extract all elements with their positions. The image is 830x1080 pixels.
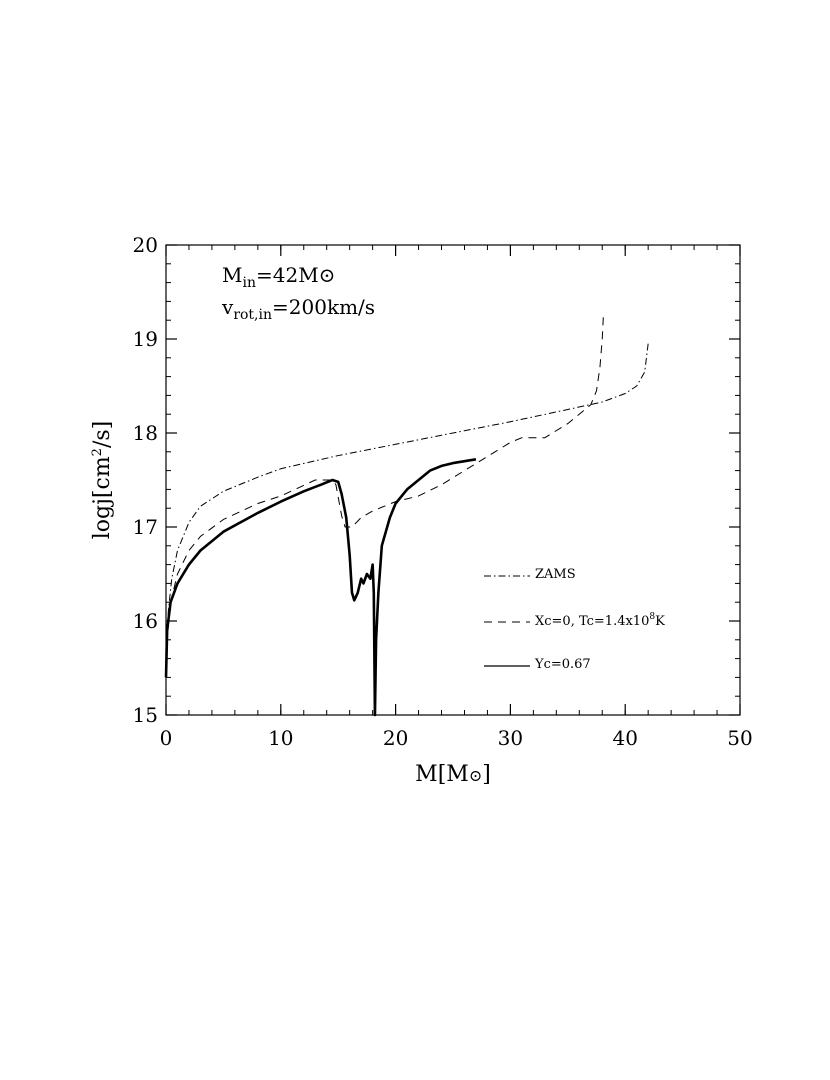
x-axis-label-close: ] (482, 762, 491, 787)
x-tick-label: 0 (160, 726, 173, 750)
y-tick-label: 20 (133, 233, 158, 257)
annotation-initial-mass-rest: =42M (256, 263, 319, 287)
y-tick-label: 19 (133, 327, 158, 351)
legend-label-yc: Yc=0.67 (534, 657, 591, 672)
y-tick-label: 16 (133, 609, 158, 633)
annotation-initial-mass: Min=42M⊙ (222, 263, 335, 291)
legend-label-xc0: Xc=0, Tc=1.4x108K (535, 612, 665, 629)
series-line-xc0 (165, 315, 604, 659)
annotation-rotation-main: v (221, 295, 234, 319)
x-axis-label-main: M[M (415, 762, 469, 787)
series-line-yc067 (164, 458, 477, 717)
y-axis-label: logj[cm2/s] (90, 421, 115, 540)
x-tick-label: 50 (727, 726, 752, 750)
annotation-initial-mass-sym: ⊙ (319, 263, 336, 287)
legend-label-xc0-rest: K (655, 614, 665, 629)
tick-labels: 0 10 20 30 40 50 15 16 17 18 19 20 (133, 233, 753, 750)
legend: ZAMS Xc=0, Tc=1.4x108K Yc=0.67 (484, 567, 665, 672)
x-axis-label-sym: ⊙ (469, 766, 482, 785)
y-axis-label-main: logj[cm (90, 456, 115, 539)
plot-frame (165, 244, 741, 716)
legend-label-xc0-main: Xc=0, Tc=1.4x10 (535, 614, 649, 629)
y-tick-label: 17 (133, 515, 158, 539)
annotation-rotation-rest: =200km/s (272, 295, 375, 319)
y-tick-label: 18 (133, 421, 158, 445)
x-axis-label: M[M⊙] (415, 762, 491, 787)
x-tick-label: 30 (498, 726, 523, 750)
legend-label-xc0-sup: 8 (649, 612, 655, 622)
y-tick-label: 15 (133, 703, 158, 727)
series-group (164, 315, 649, 717)
x-tick-label: 20 (383, 726, 408, 750)
series-line-zams (165, 343, 649, 659)
x-tick-label: 40 (612, 726, 637, 750)
legend-label-zams: ZAMS (535, 567, 576, 582)
annotation-initial-mass-main: M (222, 263, 242, 287)
annotation-rotation-velocity: vrot,in=200km/s (221, 295, 375, 323)
y-axis-label-rest: /s] (90, 421, 115, 448)
annotation-rotation-sub: rot,in (233, 307, 272, 323)
y-axis-label-sup: 2 (90, 448, 105, 456)
annotation-initial-mass-sub: in (242, 275, 256, 291)
x-tick-label: 10 (268, 726, 293, 750)
